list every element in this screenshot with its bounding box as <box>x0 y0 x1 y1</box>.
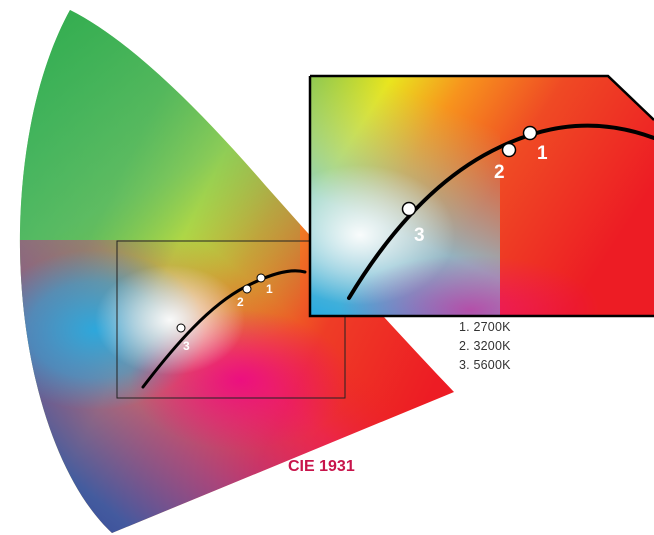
zoom-point-1-marker <box>522 125 538 141</box>
legend-item-2: 2. 3200K <box>459 339 511 353</box>
legend-item-1: 1. 2700K <box>459 320 511 334</box>
legend-item-3: 3. 5600K <box>459 358 511 372</box>
diagram-title: CIE 1931 <box>288 458 355 475</box>
point-3-label: 3 <box>183 339 190 353</box>
zoom-point-2-marker <box>501 142 517 158</box>
point-2-marker <box>242 284 252 294</box>
planckian-locus-curve <box>141 269 307 389</box>
zoom-region-frame <box>116 240 346 399</box>
zoom-point-3-marker <box>401 201 417 217</box>
point-3-marker <box>176 323 186 333</box>
zoom-inset-border <box>308 74 654 318</box>
point-1-label: 1 <box>266 282 273 296</box>
point-1-marker <box>256 273 266 283</box>
zoom-point-1-label: 1 <box>537 143 548 164</box>
zoom-point-2-label: 2 <box>494 162 505 183</box>
planckian-locus-curve-zoomed <box>347 123 654 300</box>
point-2-label: 2 <box>237 295 244 309</box>
zoom-inset-panel: 1 2 3 <box>308 74 654 318</box>
zoom-point-3-label: 3 <box>414 225 425 246</box>
